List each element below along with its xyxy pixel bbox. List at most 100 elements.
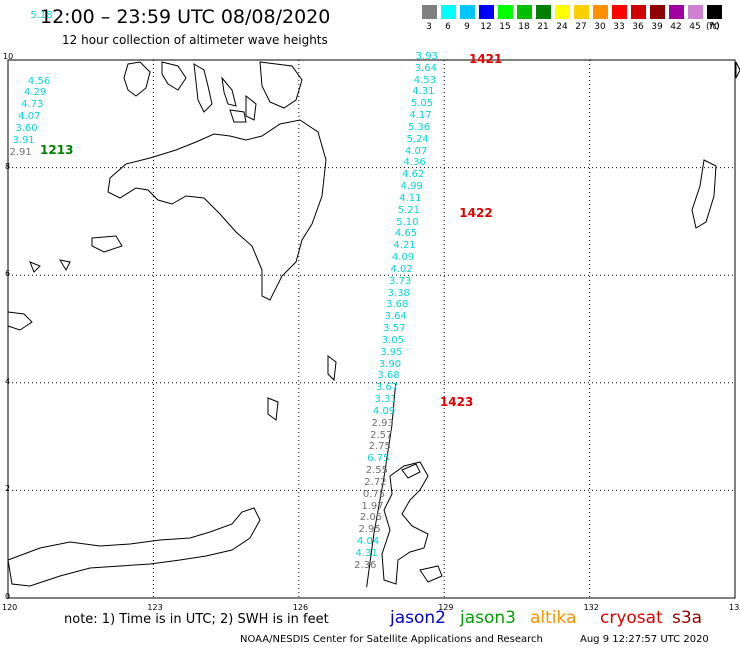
- color-scale-label: 21: [537, 22, 549, 32]
- color-scale-label: 30: [594, 22, 606, 32]
- color-swatch-42: [669, 5, 684, 19]
- color-scale-unit: (ft): [706, 22, 720, 32]
- wave-height-value: 3.64: [414, 62, 437, 74]
- note-text: note: 1) Time is in UTC; 2) SWH is in fe…: [64, 612, 329, 627]
- wave-height-value: 3.57: [383, 323, 406, 335]
- coastline-negros: [193, 63, 213, 113]
- coastline-sulu-3: [7, 311, 33, 331]
- lat-tick-label: 8: [5, 161, 11, 171]
- lon-tick-label: 129: [438, 603, 454, 612]
- wave-height-value: 6.75: [367, 453, 390, 465]
- color-scale-label: 9: [464, 22, 470, 32]
- wave-height-value: 4.31: [355, 547, 378, 559]
- wave-height-value: 3.68: [386, 299, 409, 311]
- color-swatch-9: [460, 5, 475, 19]
- wave-height-value: 3.31: [374, 394, 397, 406]
- coastline-sulu-1: [58, 259, 71, 272]
- coastline-samar: [259, 61, 303, 109]
- color-scale-label: 15: [499, 22, 511, 32]
- pass-time-label: 1213: [40, 143, 74, 158]
- wave-height-value: 5.21: [397, 204, 420, 216]
- wave-height-value: 2.75: [368, 441, 391, 453]
- wave-height-value: 4.36: [403, 157, 426, 169]
- color-scale-label: 33: [613, 22, 625, 32]
- wave-height-value: 5.05: [410, 98, 434, 110]
- color-swatch-39: [650, 5, 665, 19]
- coastlines: [7, 61, 740, 587]
- wave-height-value: 3.68: [377, 370, 400, 382]
- color-scale-label: 18: [518, 22, 530, 32]
- coastline-palau: [691, 159, 717, 229]
- lat-tick-label: 4: [5, 376, 11, 386]
- color-scale-label: 12: [480, 22, 492, 32]
- wave-height-value: 2.91: [9, 146, 32, 158]
- wave-height-value: 5.24: [406, 133, 429, 145]
- wave-height-value: 4.31: [412, 86, 435, 98]
- wave-height-value: 3.05: [381, 334, 404, 346]
- footer-credit: NOAA/NESDIS Center for Satellite Applica…: [240, 634, 543, 645]
- map-gridlines: [8, 60, 735, 598]
- color-swatch-12: [479, 5, 494, 19]
- wave-height-value: 4.09: [373, 405, 396, 417]
- wave-height-value: 3.95: [380, 346, 403, 358]
- lat-tick-label: 10: [3, 52, 14, 61]
- color-swatch-24: [555, 5, 570, 19]
- coastline-talaud: [267, 397, 279, 421]
- color-swatch-33: [612, 5, 627, 19]
- pass-time-label: 1422: [459, 206, 493, 221]
- color-scale-label: 27: [575, 22, 587, 32]
- wave-height-value: 2.95: [358, 524, 381, 536]
- wave-height-value: 3.67: [375, 382, 399, 394]
- color-swatch-15: [498, 5, 513, 19]
- wave-height-value: 5.18: [30, 9, 53, 21]
- pass-time-label: 1423: [439, 395, 474, 410]
- wave-height-value: 0.75: [362, 488, 386, 500]
- wave-height-value: 3.91: [12, 134, 35, 146]
- coastline-leyte: [245, 94, 257, 121]
- color-scale-label: 3: [426, 22, 432, 32]
- page-subtitle: 12 hour collection of altimeter wave hei…: [62, 33, 328, 47]
- coastline-sulawesi: [7, 507, 261, 587]
- wave-height-value: 3.73: [389, 275, 412, 287]
- coastline-cebu: [221, 76, 237, 107]
- coastline-obi: [419, 565, 443, 583]
- wave-height-value: 2.36: [354, 559, 377, 571]
- lon-tick-label: 126: [292, 603, 309, 612]
- coastline-mindanao: [107, 119, 327, 301]
- wave-height-value: 4.99: [400, 181, 423, 193]
- wave-height-value: 2.55: [365, 465, 388, 477]
- wave-height-value: 3.64: [384, 311, 407, 323]
- lat-tick-label: 2: [5, 484, 11, 494]
- page-title: 12:00 – 23:59 UTC 08/08/2020: [40, 6, 331, 28]
- color-scale-label: 24: [556, 22, 568, 32]
- wave-height-value: 4.53: [413, 74, 436, 86]
- coastline-panay: [161, 61, 187, 91]
- wave-height-value: 2.72: [364, 476, 387, 488]
- coastline-islet-east: [735, 61, 740, 79]
- satellite-tracks: [366, 382, 397, 588]
- map-frame: [7, 59, 736, 599]
- color-swatch-3: [422, 5, 437, 19]
- color-scale-label: 39: [651, 22, 663, 32]
- coastline-bohol: [229, 109, 247, 123]
- lon-tick-label: 123: [147, 603, 163, 612]
- wave-height-value: 2.05: [359, 512, 383, 524]
- coastline-sulu-2: [29, 261, 41, 273]
- wave-height-value: 4.62: [402, 169, 425, 181]
- wave-height-value: 3.38: [387, 287, 410, 299]
- color-scale-label: 36: [632, 22, 644, 32]
- wave-height-value: 2.93: [371, 417, 394, 429]
- wave-height-value: 4.56: [27, 75, 51, 87]
- wave-height-value: 4.21: [393, 240, 416, 252]
- color-swatch-70: [707, 5, 722, 19]
- color-swatch-45: [688, 5, 703, 19]
- lat-tick-label: 6: [5, 269, 11, 279]
- wave-height-value: 4.02: [390, 263, 413, 275]
- wave-height-value: 4.07: [18, 111, 41, 123]
- wave-height-value: 5.36: [407, 121, 431, 133]
- satellite-legend-altika: altika: [530, 608, 577, 628]
- satellite-track-line: [366, 382, 397, 588]
- color-scale-label: 70: [708, 22, 720, 32]
